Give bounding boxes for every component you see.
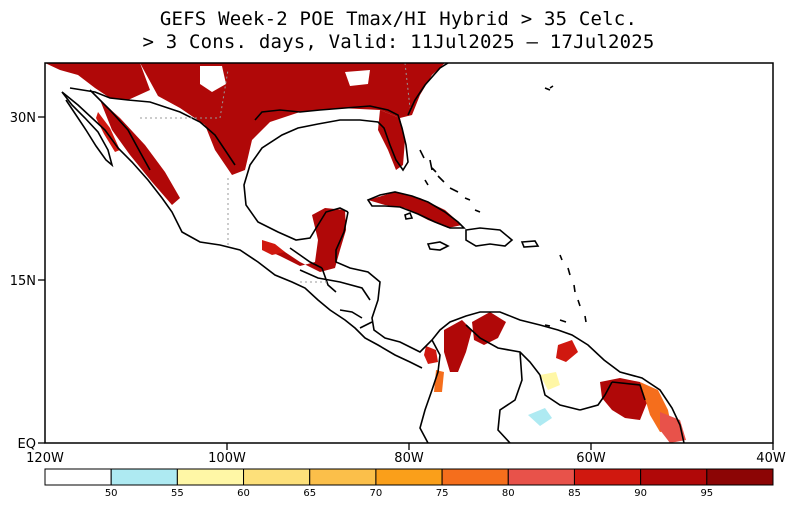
colorbar-label: 65 [303, 488, 316, 499]
colorbar-swatch [573, 468, 642, 486]
heat-probability-fill [45, 63, 686, 443]
colorbar [44, 468, 774, 486]
colorbar-swatch [507, 468, 575, 486]
state-boundaries [140, 63, 411, 283]
colorbar-label: 75 [436, 488, 449, 499]
colorbar-label: 95 [700, 488, 713, 499]
colorbar-swatch [110, 468, 178, 486]
colorbar-labels: 50 55 60 65 70 75 80 85 90 95 [105, 488, 713, 499]
colorbar-swatch [706, 468, 774, 486]
coastlines [61, 63, 685, 443]
y-tick-label-eq: EQ [18, 437, 36, 452]
colorbar-swatch [375, 468, 443, 486]
y-tick-label-15n: 15N [10, 274, 36, 289]
colorbar-label: 70 [370, 488, 383, 499]
colorbar-swatch [44, 468, 112, 486]
x-tick-label-120w: 120W [26, 451, 64, 466]
colorbar-label: 60 [237, 488, 250, 499]
x-tick-label-100w: 100W [208, 451, 246, 466]
colorbar-swatch [176, 468, 245, 486]
x-tick-label-40w: 40W [756, 451, 786, 466]
colorbar-label: 50 [105, 488, 118, 499]
x-tick-label-60w: 60W [576, 451, 606, 466]
map-title-line2: > 3 Cons. days, Valid: 11Jul2025 – 17Jul… [142, 31, 655, 53]
y-tick-label-30n: 30N [10, 111, 36, 126]
colorbar-swatch [640, 468, 708, 486]
colorbar-label: 80 [502, 488, 515, 499]
axis-ticks [38, 116, 774, 450]
colorbar-swatch [309, 468, 377, 486]
map-area [45, 63, 686, 443]
colorbar-swatch [243, 468, 311, 486]
plot-frame [44, 62, 774, 444]
colorbar-label: 55 [171, 488, 184, 499]
colorbar-label: 90 [634, 488, 647, 499]
map-title-line1: GEFS Week-2 POE Tmax/HI Hybrid > 35 Celc… [159, 8, 638, 30]
colorbar-swatch [441, 468, 509, 486]
x-tick-label-80w: 80W [394, 451, 424, 466]
colorbar-label: 85 [568, 488, 581, 499]
